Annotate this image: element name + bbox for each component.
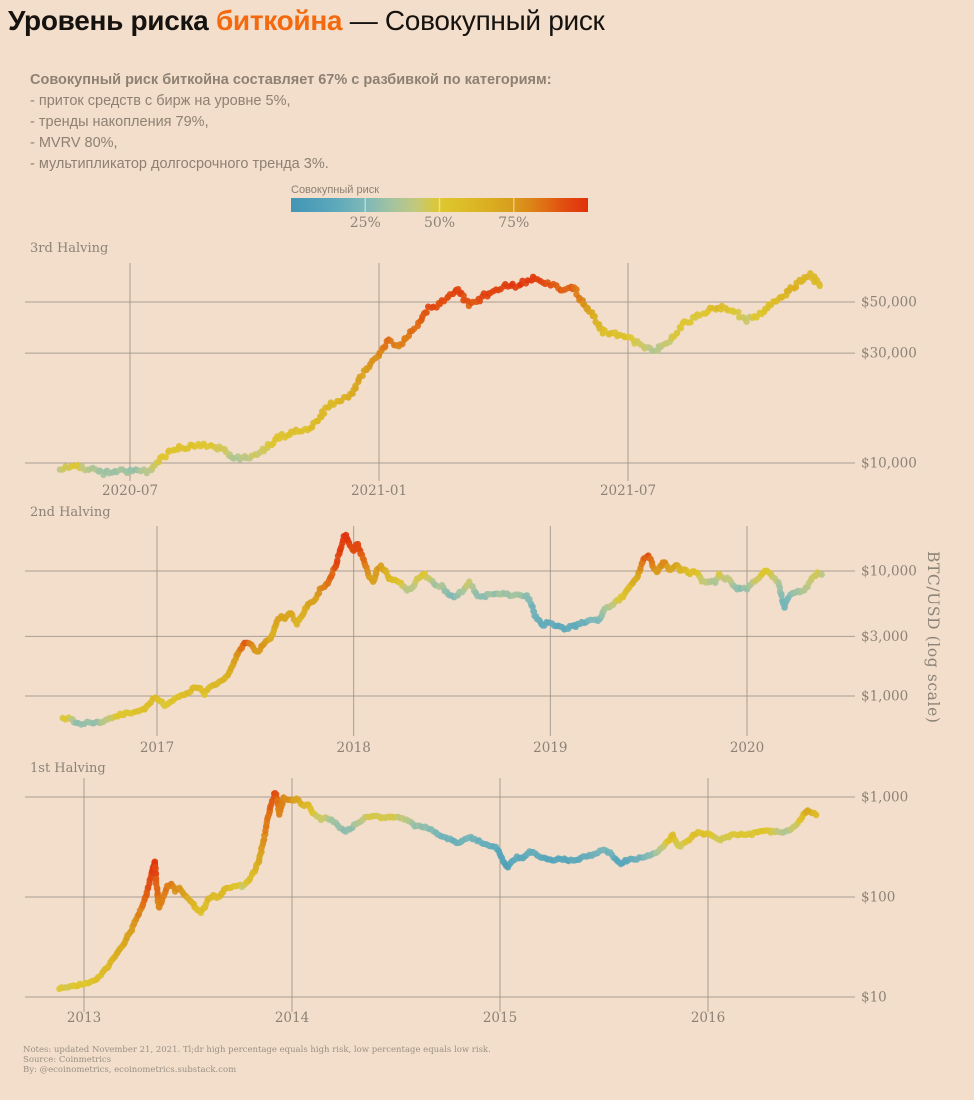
chart-3rd-halving: $50,000 $30,000 $10,000 2020-07 2021-01 2021-… xyxy=(25,241,917,499)
x-tick-label: 2020-07 xyxy=(102,483,158,499)
data-point xyxy=(320,410,328,417)
data-point xyxy=(387,337,394,345)
colorbar-title: Совокупный риск xyxy=(291,184,380,196)
data-point xyxy=(162,454,169,461)
halving-label: 3rd Halving xyxy=(30,241,108,256)
y-tick-label: $10 xyxy=(861,990,887,1006)
data-point xyxy=(687,319,694,326)
colorbar-bar xyxy=(291,198,588,212)
x-tick-label: 2018 xyxy=(336,740,370,756)
risk-bullet-longterm-multiple: - мультипликатор долгосрочного тренда 3%… xyxy=(30,156,329,172)
footer-author-line: By: @ecoinometrics, ecoinometrics.substa… xyxy=(23,1065,237,1075)
data-point xyxy=(573,286,580,293)
x-tick-label: 2015 xyxy=(483,1010,517,1026)
footer-source-line: Source: Coinmetrics xyxy=(23,1055,112,1065)
chart-2nd-halving: $10,000 $3,000 $1,000 2017 2018 2019 2020 2nd H… xyxy=(25,505,917,756)
data-point xyxy=(601,327,608,334)
footer-notes: Notes: updated November 21, 2021. Tl;dr … xyxy=(23,1045,491,1075)
y-tick-label: $1,000 xyxy=(861,790,908,806)
data-point xyxy=(743,318,750,325)
scatter-points xyxy=(56,270,823,478)
data-point xyxy=(677,325,685,332)
y-tick-label: $100 xyxy=(861,890,895,906)
risk-summary-title: Совокупный риск биткойна составляет 67% … xyxy=(30,72,552,88)
data-point xyxy=(818,571,825,578)
x-tick-label: 2019 xyxy=(533,740,567,756)
x-tick-label: 2014 xyxy=(275,1010,309,1026)
data-point xyxy=(476,298,483,305)
page-title: Уровень риска биткойна — Совокупный риск xyxy=(8,4,605,38)
risk-colorbar: 25% 50% 75% xyxy=(291,198,588,231)
risk-bullet-exchange-flows: - приток средств с бирж на уровне 5%, xyxy=(30,93,291,109)
data-point xyxy=(334,557,341,564)
title-highlight: биткойна xyxy=(215,5,343,36)
colorbar-tick-label: 25% xyxy=(350,215,381,231)
scatter-points xyxy=(59,531,825,728)
colorbar-tick-label: 50% xyxy=(424,215,455,231)
x-tick-label: 2013 xyxy=(67,1010,101,1026)
y-tick-label: $3,000 xyxy=(861,629,908,645)
colorbar-tick-label: 75% xyxy=(498,215,529,231)
data-point xyxy=(591,313,598,320)
halving-label: 1st Halving xyxy=(30,761,106,776)
y-tick-label: $10,000 xyxy=(861,456,917,472)
risk-bullet-mvrv: - MVRV 80%, xyxy=(30,135,118,151)
x-tick-label: 2021-01 xyxy=(351,483,407,499)
y-tick-label: $10,000 xyxy=(861,564,917,580)
x-tick-label: 2017 xyxy=(140,740,174,756)
data-point xyxy=(673,329,681,337)
data-point xyxy=(382,342,389,350)
data-point xyxy=(152,865,159,872)
data-point xyxy=(813,811,820,819)
data-point xyxy=(816,282,823,289)
scatter-points xyxy=(56,790,820,993)
data-point xyxy=(735,308,742,316)
x-tick-label: 2020 xyxy=(730,740,764,756)
data-point xyxy=(753,314,760,321)
title-text: Уровень риска xyxy=(8,5,216,36)
y-tick-label: $30,000 xyxy=(861,346,917,362)
data-point xyxy=(359,372,366,379)
y-tick-label: $50,000 xyxy=(861,295,917,311)
footer-notes-line: Notes: updated November 21, 2021. Tl;dr … xyxy=(23,1045,491,1055)
data-point xyxy=(778,592,785,599)
x-tick-label: 2021-07 xyxy=(600,483,656,499)
data-point xyxy=(423,309,430,316)
y-axis-title: BTC/USD (log scale) xyxy=(924,551,942,724)
chart-1st-halving: $1,000 $100 $10 2013 2014 2015 2016 1st Halving xyxy=(25,761,908,1026)
data-point xyxy=(96,467,104,474)
title-suffix: — Совокупный риск xyxy=(342,5,605,36)
y-tick-label: $1,000 xyxy=(861,689,908,705)
x-tick-label: 2016 xyxy=(691,1010,725,1026)
risk-summary: Совокупный риск биткойна составляет 67% … xyxy=(30,70,552,175)
risk-bullet-accumulation: - тренды накопления 79%, xyxy=(30,114,209,130)
halving-label: 2nd Halving xyxy=(30,505,111,520)
